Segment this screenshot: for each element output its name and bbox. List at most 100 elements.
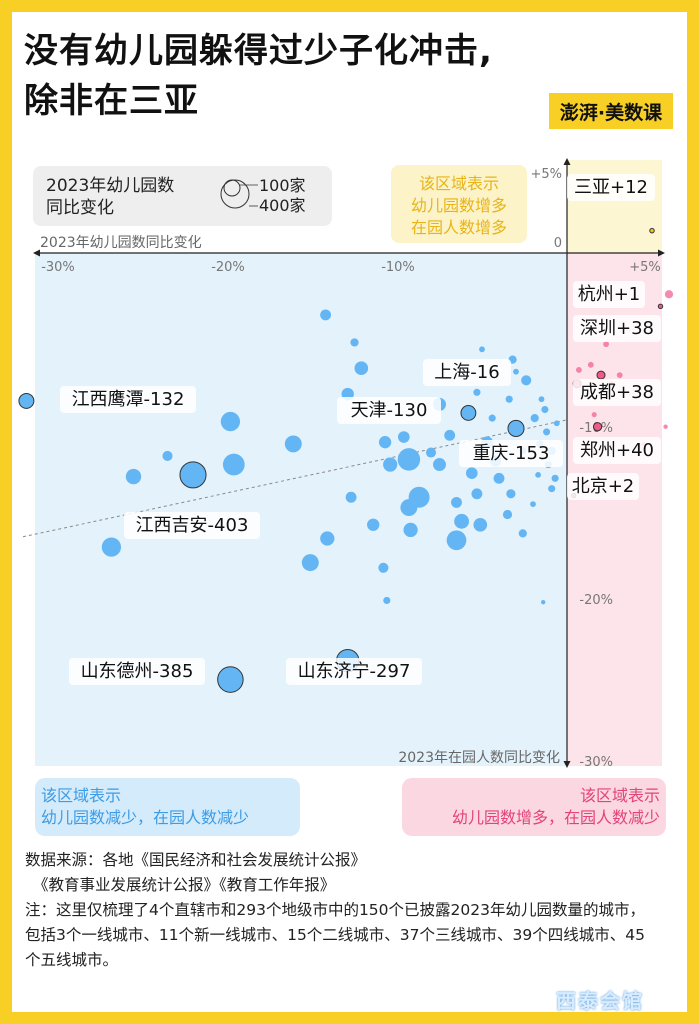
scatter-point bbox=[530, 414, 539, 423]
scatter-point bbox=[446, 530, 467, 551]
scatter-point bbox=[162, 450, 173, 461]
scatter-point bbox=[284, 435, 302, 453]
point-label-bg bbox=[459, 440, 563, 467]
point-label: 天津-130 bbox=[351, 400, 428, 421]
labeled-point bbox=[657, 303, 664, 310]
scatter-point bbox=[473, 517, 488, 532]
scatter-point bbox=[220, 411, 241, 432]
scatter-point bbox=[397, 448, 421, 471]
scatter-point bbox=[345, 491, 357, 503]
footer-source: 数据来源：各地《国民经济和社会发展统计公报》 bbox=[25, 851, 367, 869]
scatter-point bbox=[502, 509, 513, 520]
blue-zone bbox=[35, 253, 567, 766]
point-label: 北京+2 bbox=[572, 476, 635, 497]
point-label: 山东德州-385 bbox=[81, 661, 194, 682]
scatter-point bbox=[222, 453, 245, 476]
x-tick-label: -10% bbox=[381, 260, 415, 275]
point-label: 深圳+38 bbox=[580, 318, 654, 339]
legend-size-small: 100家 bbox=[259, 176, 306, 195]
scatter-point bbox=[664, 290, 674, 299]
scatter-point bbox=[383, 596, 391, 605]
scatter-point bbox=[506, 489, 516, 499]
scatter-point bbox=[471, 488, 483, 500]
point-label: 郑州+40 bbox=[580, 440, 654, 461]
point-label-bg bbox=[573, 315, 661, 342]
page-title: 没有幼儿园躲得过少子化冲击, 除非在三亚 bbox=[24, 26, 493, 126]
y-tick-label: -30% bbox=[579, 755, 613, 770]
trend-line bbox=[22, 419, 568, 538]
scatter-point bbox=[378, 562, 389, 573]
y-tick-label: +5% bbox=[530, 167, 562, 182]
point-label-bg bbox=[423, 359, 511, 386]
scatter-point bbox=[451, 496, 462, 508]
top-right-region-text: 该区域表示幼儿园数增多在园人数增多 bbox=[411, 174, 507, 237]
scatter-point bbox=[350, 338, 359, 347]
x-tick-label: -30% bbox=[41, 260, 75, 275]
scatter-point bbox=[521, 375, 532, 386]
point-label: 杭州+1 bbox=[578, 284, 641, 305]
y-axis-arrow-top bbox=[563, 158, 571, 165]
scatter-point bbox=[473, 388, 481, 396]
legend-title: 2023年幼儿园数同比变化 bbox=[46, 176, 174, 218]
point-label: 上海-16 bbox=[434, 362, 499, 383]
point-label-bg bbox=[573, 379, 661, 406]
scatter-point bbox=[575, 367, 582, 373]
scatter-point bbox=[548, 485, 556, 493]
scatter-point bbox=[541, 405, 549, 414]
scatter-point bbox=[551, 474, 559, 482]
scatter-point bbox=[425, 447, 437, 458]
scatter-point bbox=[603, 341, 610, 348]
scatter-point bbox=[587, 361, 594, 368]
scatter-point bbox=[553, 420, 560, 427]
scatter-point bbox=[493, 472, 505, 484]
scatter-point bbox=[488, 414, 496, 422]
point-label-bg bbox=[286, 658, 422, 685]
scatter-point bbox=[125, 468, 142, 485]
point-label-bg bbox=[573, 281, 645, 308]
labeled-point bbox=[596, 370, 606, 380]
scatter-point bbox=[541, 599, 546, 605]
scatter-point bbox=[320, 531, 335, 546]
scatter-point bbox=[400, 499, 418, 517]
y-tick-label: -20% bbox=[579, 593, 613, 608]
scatter-point bbox=[354, 361, 369, 376]
point-label-bg bbox=[69, 658, 205, 685]
scatter-point bbox=[513, 368, 519, 375]
labeled-point bbox=[507, 419, 525, 437]
x-axis-title: 2023年幼儿园数同比变化 bbox=[40, 235, 202, 251]
top-right-region-box bbox=[391, 165, 527, 243]
point-label-bg bbox=[60, 386, 196, 413]
footer-note: 注：这里仅梳理了4个直辖市和293个地级市中的150个已披露2023年幼儿园数量… bbox=[25, 901, 645, 969]
bottom-right-region-box bbox=[402, 778, 666, 836]
scatter-point bbox=[663, 424, 668, 429]
point-label-bg bbox=[567, 473, 639, 500]
x-axis-arrow-right bbox=[658, 249, 665, 257]
point-label: 江西鹰潭-132 bbox=[72, 389, 185, 410]
scatter-point bbox=[535, 471, 542, 478]
point-label-bg bbox=[567, 174, 655, 201]
scatter-point bbox=[465, 467, 478, 479]
bottom-left-region-text: 该区域表示幼儿园数减少，在园人数减少 bbox=[41, 786, 249, 827]
title-line-2: 除非在三亚 bbox=[24, 81, 199, 121]
legend-size-circle-large bbox=[220, 179, 250, 209]
bottom-left-region-box bbox=[35, 778, 300, 836]
point-label: 江西吉安-403 bbox=[136, 515, 249, 536]
brand-logo: 澎湃·美数课 bbox=[549, 93, 673, 129]
labeled-point bbox=[460, 405, 477, 421]
scatter-point bbox=[301, 554, 319, 572]
x-tick-label: +5% bbox=[629, 260, 661, 275]
scatter-point bbox=[433, 458, 446, 472]
x-axis-arrow-left bbox=[33, 249, 40, 257]
footer-notes: 数据来源：各地《国民经济和社会发展统计公报》 《教育事业发展统计公报》《教育工作… bbox=[25, 848, 660, 973]
scatter-point bbox=[530, 501, 536, 508]
scatter-point bbox=[518, 529, 527, 538]
point-label: 三亚+12 bbox=[574, 177, 648, 198]
scatter-point bbox=[378, 436, 392, 449]
title-line-1: 没有幼儿园躲得过少子化冲击, bbox=[24, 31, 493, 71]
y-axis-arrow-bottom bbox=[563, 761, 571, 768]
scatter-point bbox=[101, 537, 122, 557]
scatter-point bbox=[320, 309, 332, 321]
point-label: 重庆-153 bbox=[473, 443, 550, 464]
scatter-point bbox=[591, 412, 597, 418]
